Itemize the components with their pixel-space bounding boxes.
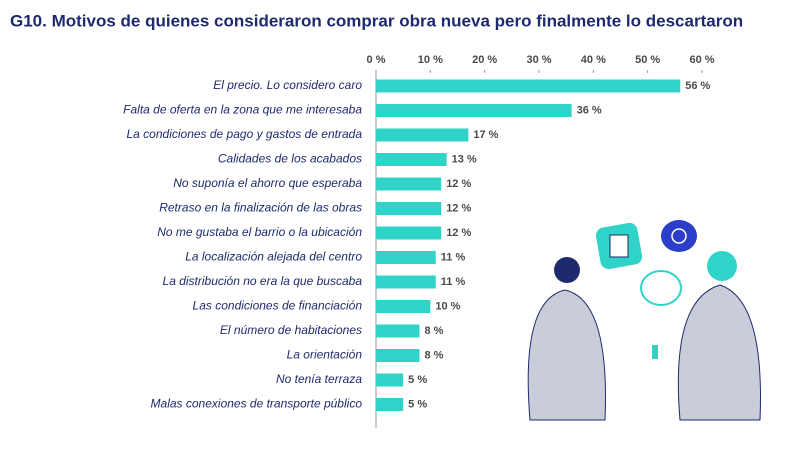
y-tick-label: La orientación [287, 348, 363, 362]
value-label: 12 % [446, 178, 471, 190]
bar [376, 226, 442, 240]
y-tick-label: La condiciones de pago y gastos de entra… [126, 127, 362, 141]
x-tick-label: 40 % [581, 54, 606, 66]
bar [376, 324, 420, 338]
y-tick-label: No tenía terraza [276, 372, 362, 386]
value-label: 13 % [452, 153, 477, 165]
y-tick-label: La distribución no era la que buscaba [163, 274, 363, 288]
value-label: 36 % [577, 104, 602, 116]
x-tick-label: 50 % [635, 54, 660, 66]
value-label: 12 % [446, 202, 471, 214]
bar [376, 177, 442, 191]
value-label: 8 % [424, 325, 443, 337]
value-label: 12 % [446, 227, 471, 239]
y-tick-label: Malas conexiones de transporte público [151, 397, 363, 411]
y-tick-label: Las condiciones de financiación [193, 299, 363, 313]
x-tick-label: 60 % [689, 54, 714, 66]
bar [376, 153, 447, 166]
bar [376, 128, 469, 142]
x-tick-label: 10 % [418, 54, 443, 66]
y-tick-label: No me gustaba el barrio o la ubicación [157, 225, 362, 239]
x-tick-label: 0 % [367, 54, 386, 66]
bar [376, 79, 681, 93]
illustration [527, 220, 761, 421]
x-tick-label: 20 % [472, 54, 497, 66]
bar [376, 251, 436, 264]
y-tick-label: Calidades de los acabados [218, 152, 362, 166]
bar [376, 104, 572, 117]
bar [376, 202, 442, 215]
y-tick-label: La localización alejada del centro [185, 250, 362, 264]
value-label: 56 % [685, 80, 710, 92]
value-label: 8 % [424, 349, 443, 361]
value-label: 11 % [441, 276, 466, 288]
value-label: 17 % [473, 129, 498, 141]
y-tick-label: El precio. Lo considero caro [213, 78, 362, 92]
y-tick-label: El número de habitaciones [220, 323, 362, 337]
bar [376, 349, 420, 362]
chart-title: G10. Motivos de quienes consideraron com… [10, 11, 743, 30]
value-label: 5 % [408, 398, 427, 410]
bar [376, 275, 436, 289]
value-label: 10 % [435, 300, 460, 312]
value-label: 5 % [408, 374, 427, 386]
y-tick-label: No suponía el ahorro que esperaba [173, 176, 362, 190]
bar [376, 373, 404, 387]
bar [376, 398, 404, 411]
y-tick-label: Retraso en la finalización de las obras [159, 201, 362, 215]
value-label: 11 % [441, 251, 466, 263]
x-tick-label: 30 % [526, 54, 551, 66]
y-tick-label: Falta de oferta en la zona que me intere… [123, 103, 362, 117]
bar [376, 300, 431, 313]
